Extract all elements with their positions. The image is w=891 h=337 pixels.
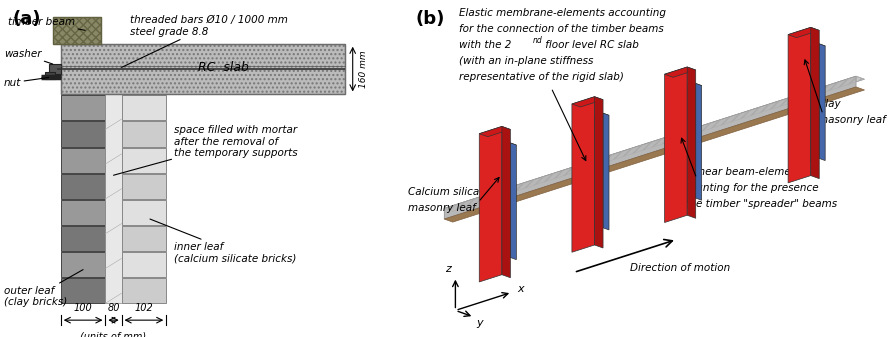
Bar <box>53 17 102 44</box>
Polygon shape <box>445 87 864 222</box>
Polygon shape <box>819 44 825 160</box>
Polygon shape <box>502 126 511 278</box>
Text: (a): (a) <box>12 10 41 28</box>
Text: washer: washer <box>4 49 53 64</box>
Bar <box>122 174 167 199</box>
Text: 102: 102 <box>135 303 153 313</box>
Text: Clay: Clay <box>818 99 841 110</box>
Text: 160 mm: 160 mm <box>359 50 368 88</box>
Text: threaded bars Ø10 / 1000 mm
steel grade 8.8: threaded bars Ø10 / 1000 mm steel grade … <box>122 15 288 67</box>
Bar <box>53 17 102 44</box>
Bar <box>61 44 345 94</box>
Text: x: x <box>517 284 524 294</box>
Text: Elastic membrane-elements accounting: Elastic membrane-elements accounting <box>459 8 666 19</box>
Text: for the connection of the timber beams: for the connection of the timber beams <box>459 24 664 34</box>
Polygon shape <box>673 84 701 93</box>
Bar <box>61 44 345 94</box>
Text: floor level RC slab: floor level RC slab <box>543 40 639 50</box>
Polygon shape <box>487 143 517 152</box>
Bar <box>61 200 105 225</box>
Text: nut: nut <box>4 78 49 88</box>
Bar <box>105 94 122 303</box>
Text: (units of mm): (units of mm) <box>80 332 147 337</box>
Text: space filled with mortar
after the removal of
the temporary supports: space filled with mortar after the remov… <box>113 125 298 175</box>
Polygon shape <box>572 97 603 107</box>
Text: accounting for the presence: accounting for the presence <box>673 183 819 193</box>
Text: representative of the rigid slab): representative of the rigid slab) <box>459 72 624 82</box>
Bar <box>61 148 105 173</box>
Text: 100: 100 <box>74 303 93 313</box>
Polygon shape <box>696 84 701 200</box>
Polygon shape <box>687 67 696 218</box>
Bar <box>122 148 167 173</box>
Bar <box>61 226 105 251</box>
Text: (with an in-plane stiffness: (with an in-plane stiffness <box>459 56 593 66</box>
Bar <box>61 121 105 147</box>
Polygon shape <box>580 113 609 123</box>
Text: 80: 80 <box>107 303 119 313</box>
Bar <box>61 252 105 277</box>
Text: timber beam: timber beam <box>8 17 86 30</box>
Bar <box>61 174 105 199</box>
Bar <box>122 278 167 303</box>
Polygon shape <box>511 143 517 259</box>
Text: masonry leaf: masonry leaf <box>408 203 476 213</box>
Bar <box>122 95 167 120</box>
Bar <box>61 278 105 303</box>
Polygon shape <box>445 76 864 211</box>
Bar <box>122 226 167 251</box>
Text: z: z <box>446 264 451 274</box>
Polygon shape <box>479 126 502 282</box>
Text: nd: nd <box>533 36 543 45</box>
Polygon shape <box>789 27 819 38</box>
Text: with the 2: with the 2 <box>459 40 511 50</box>
Polygon shape <box>797 44 825 53</box>
Polygon shape <box>665 67 687 222</box>
Bar <box>45 72 54 79</box>
Polygon shape <box>572 97 594 252</box>
Polygon shape <box>580 113 603 235</box>
Polygon shape <box>487 143 511 265</box>
Text: Nonlinear beam-elements: Nonlinear beam-elements <box>673 167 807 177</box>
Polygon shape <box>797 44 819 166</box>
Text: RC  slab: RC slab <box>198 61 249 74</box>
Text: inner leaf
(calcium silicate bricks): inner leaf (calcium silicate bricks) <box>150 219 297 264</box>
Text: masonry leaf: masonry leaf <box>818 115 886 125</box>
Polygon shape <box>789 27 811 183</box>
Polygon shape <box>603 113 609 230</box>
Text: (b): (b) <box>415 10 445 28</box>
Text: Direction of motion: Direction of motion <box>630 263 731 273</box>
Polygon shape <box>445 76 856 219</box>
Text: Calcium silicate: Calcium silicate <box>408 187 489 197</box>
Bar <box>122 200 167 225</box>
Bar <box>49 64 61 74</box>
Polygon shape <box>594 97 603 248</box>
Polygon shape <box>479 126 511 137</box>
Polygon shape <box>811 27 819 179</box>
Bar <box>122 121 167 147</box>
Polygon shape <box>673 84 696 205</box>
Bar <box>122 252 167 277</box>
Bar <box>61 95 105 120</box>
Text: y: y <box>477 317 483 328</box>
Text: outer leaf
(clay bricks): outer leaf (clay bricks) <box>4 270 83 307</box>
Polygon shape <box>665 67 696 77</box>
Text: of the timber "spreader" beams: of the timber "spreader" beams <box>673 198 838 209</box>
